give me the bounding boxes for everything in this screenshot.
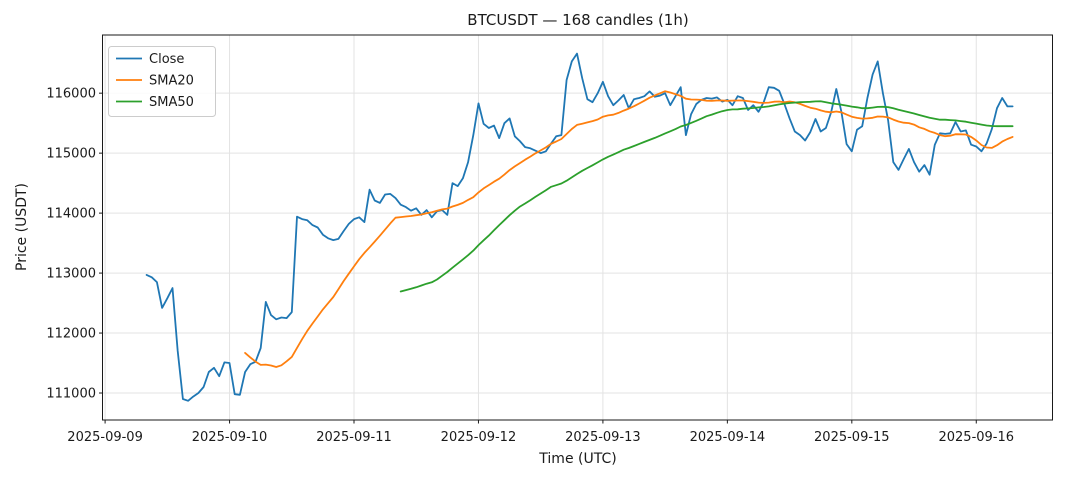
y-tick-label: 111000	[46, 387, 96, 402]
legend-label-sma20: SMA20	[149, 74, 194, 89]
legend-label-close: Close	[149, 52, 184, 67]
legend-box	[108, 46, 216, 117]
y-tick-label: 112000	[46, 327, 96, 342]
grid-layer	[102, 35, 1053, 420]
x-tick-label: 2025-09-10	[192, 430, 268, 445]
legend: Close SMA20 SMA50	[108, 46, 216, 117]
y-axis-label: Price (USDT)	[14, 183, 30, 271]
plot-border	[102, 34, 1053, 421]
x-tick-label: 2025-09-16	[938, 430, 1014, 445]
y-tick-label: 116000	[46, 87, 96, 102]
close-line	[145, 52, 1014, 402]
x-axis-label: Time (UTC)	[538, 451, 616, 467]
x-tick-label: 2025-09-09	[67, 430, 143, 445]
y-tick-label: 115000	[46, 147, 96, 162]
x-tick-label: 2025-09-15	[814, 430, 890, 445]
x-tick-label: 2025-09-11	[316, 430, 392, 445]
sma20-line	[244, 90, 1014, 368]
sma50-line	[399, 100, 1014, 293]
legend-label-sma50: SMA50	[149, 95, 194, 110]
y-tick-label: 114000	[46, 207, 96, 222]
x-tick-label: 2025-09-13	[565, 430, 641, 445]
x-tick-label: 2025-09-12	[441, 430, 517, 445]
chart-title: BTCUSDT — 168 candles (1h)	[467, 11, 688, 29]
x-tick-label: 2025-09-14	[690, 430, 766, 445]
series-layer	[145, 52, 1014, 402]
tick-layer: 2025-09-09 2025-09-10 2025-09-11 2025-09-12…	[46, 87, 1014, 445]
y-tick-label: 113000	[46, 267, 96, 282]
